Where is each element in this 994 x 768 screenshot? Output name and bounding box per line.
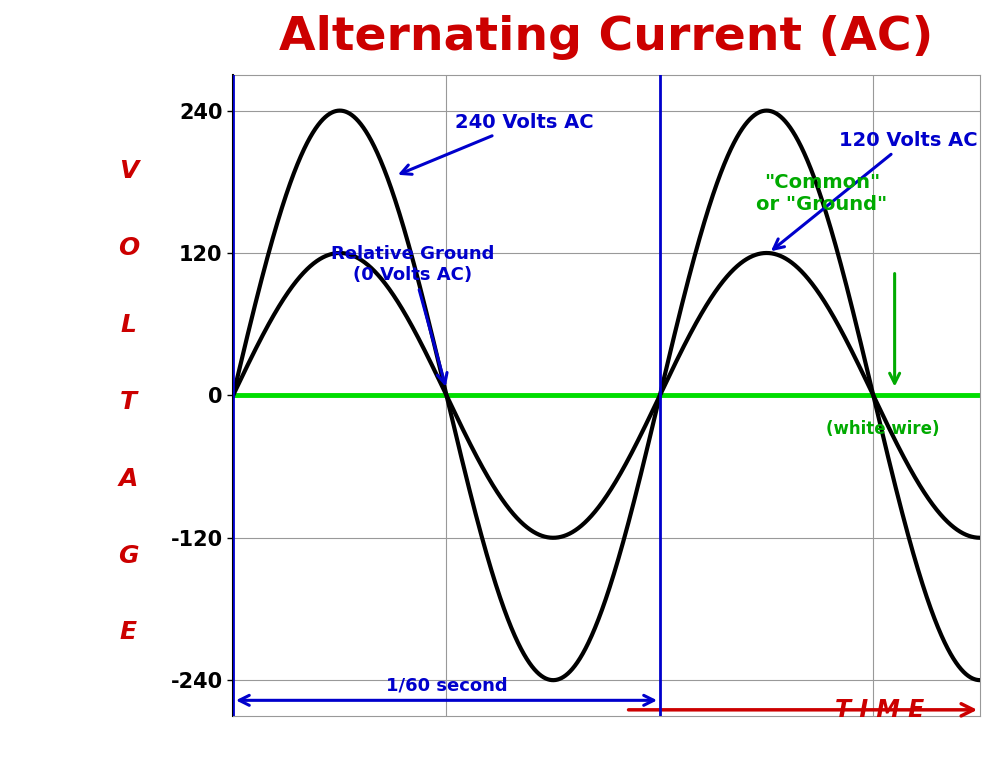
Title: Alternating Current (AC): Alternating Current (AC) bbox=[279, 15, 932, 60]
Text: L: L bbox=[120, 313, 136, 337]
Text: E: E bbox=[120, 621, 137, 644]
Text: T I M E: T I M E bbox=[834, 698, 923, 722]
Text: T: T bbox=[120, 390, 137, 414]
Text: A: A bbox=[118, 467, 138, 491]
Text: O: O bbox=[117, 236, 139, 260]
Text: 120 Volts AC: 120 Volts AC bbox=[772, 131, 977, 249]
Text: 240 Volts AC: 240 Volts AC bbox=[401, 113, 593, 174]
Text: 1/60 second: 1/60 second bbox=[386, 677, 507, 694]
Text: G: G bbox=[118, 544, 138, 568]
Text: "Common"
or "Ground": "Common" or "Ground" bbox=[755, 173, 887, 214]
Text: (white wire): (white wire) bbox=[826, 419, 939, 438]
Text: Relative Ground
(0 Volts AC): Relative Ground (0 Volts AC) bbox=[330, 246, 494, 383]
Text: V: V bbox=[118, 159, 138, 183]
